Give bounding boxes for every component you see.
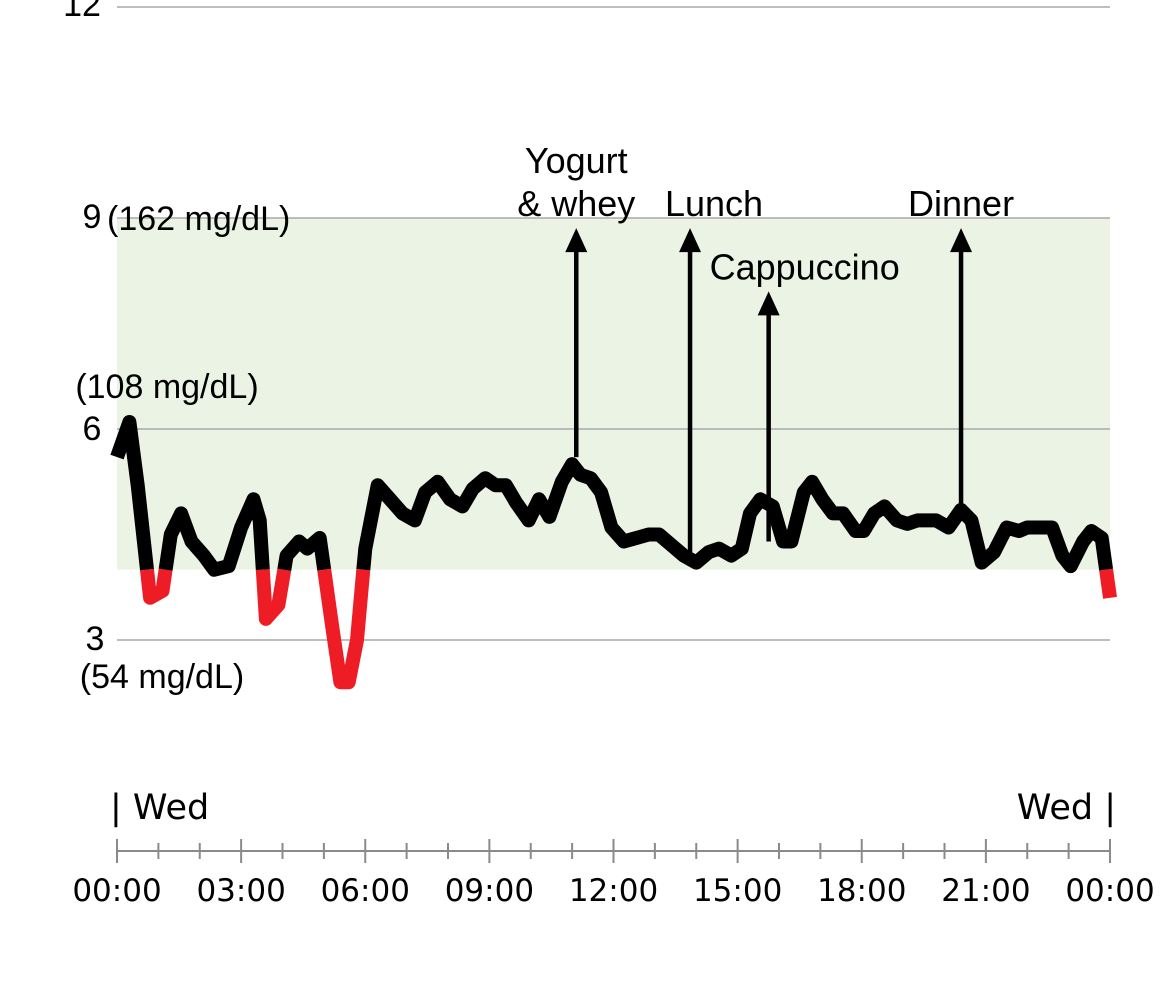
annotation-arrowhead-dinner bbox=[950, 228, 973, 253]
annotation-arrowhead-cappuccino bbox=[757, 291, 780, 316]
annotation-arrowhead-lunch bbox=[679, 228, 702, 253]
glucose-line-segment-6 bbox=[356, 457, 1114, 574]
glucose-line-segment-2 bbox=[158, 492, 270, 577]
glucose-line-low-segment-5 bbox=[317, 568, 371, 690]
annotation-label-yogurt-1: Yogurt bbox=[525, 140, 628, 181]
x-tick-label-3: 09:00 bbox=[445, 873, 534, 909]
annotation-label-cappuccino: Cappuccino bbox=[710, 246, 900, 287]
glucose-line-low-segment-3 bbox=[255, 568, 292, 626]
x-tick-label-1: 03:00 bbox=[196, 873, 285, 909]
y-tick-label-6: 6 bbox=[83, 410, 102, 448]
y-tick-label-12: 12 bbox=[63, 0, 101, 24]
y-tick-label-9: 9 bbox=[83, 198, 102, 236]
annotation-label-lunch: Lunch bbox=[665, 183, 763, 224]
x-tick-label-5: 15:00 bbox=[693, 873, 782, 909]
glucose-line bbox=[110, 415, 1117, 690]
annotation-label-yogurt-2: & whey bbox=[517, 183, 635, 224]
day-label-start: | Wed bbox=[110, 788, 209, 828]
x-axis: | Wed Wed | 00:00 03:00 06:00 09:00 12:00 15:… bbox=[72, 788, 1154, 909]
glucose-line-low-segment-7 bbox=[1099, 568, 1117, 599]
x-tick-label-8: 00:00 bbox=[1065, 873, 1154, 909]
x-tick-label-0: 00:00 bbox=[72, 873, 161, 909]
y-unit-label-3: (54 mg/dL) bbox=[80, 658, 244, 696]
day-label-end: Wed | bbox=[1017, 788, 1116, 828]
gridlines bbox=[117, 6, 1110, 641]
annotation-label-dinner: Dinner bbox=[908, 183, 1014, 224]
x-tick-label-4: 12:00 bbox=[569, 873, 658, 909]
x-tick-label-2: 06:00 bbox=[321, 873, 410, 909]
x-tick-label-6: 18:00 bbox=[817, 873, 906, 909]
y-tick-label-3: 3 bbox=[86, 620, 105, 658]
glucose-line-low-segment-1 bbox=[140, 568, 173, 605]
y-unit-label-6: (108 mg/dL) bbox=[75, 368, 258, 406]
annotation-arrowhead-yogurt bbox=[565, 228, 588, 253]
glucose-line-segment-4 bbox=[277, 531, 332, 571]
x-tick-label-7: 21:00 bbox=[941, 873, 1030, 909]
y-unit-label-9: (162 mg/dL) bbox=[107, 200, 290, 238]
glucose-line-segment-0 bbox=[110, 415, 154, 571]
y-axis-labels: 3(54 mg/dL) 6 (108 mg/dL) 9 (162 mg/dL) 12 bbox=[63, 0, 290, 696]
